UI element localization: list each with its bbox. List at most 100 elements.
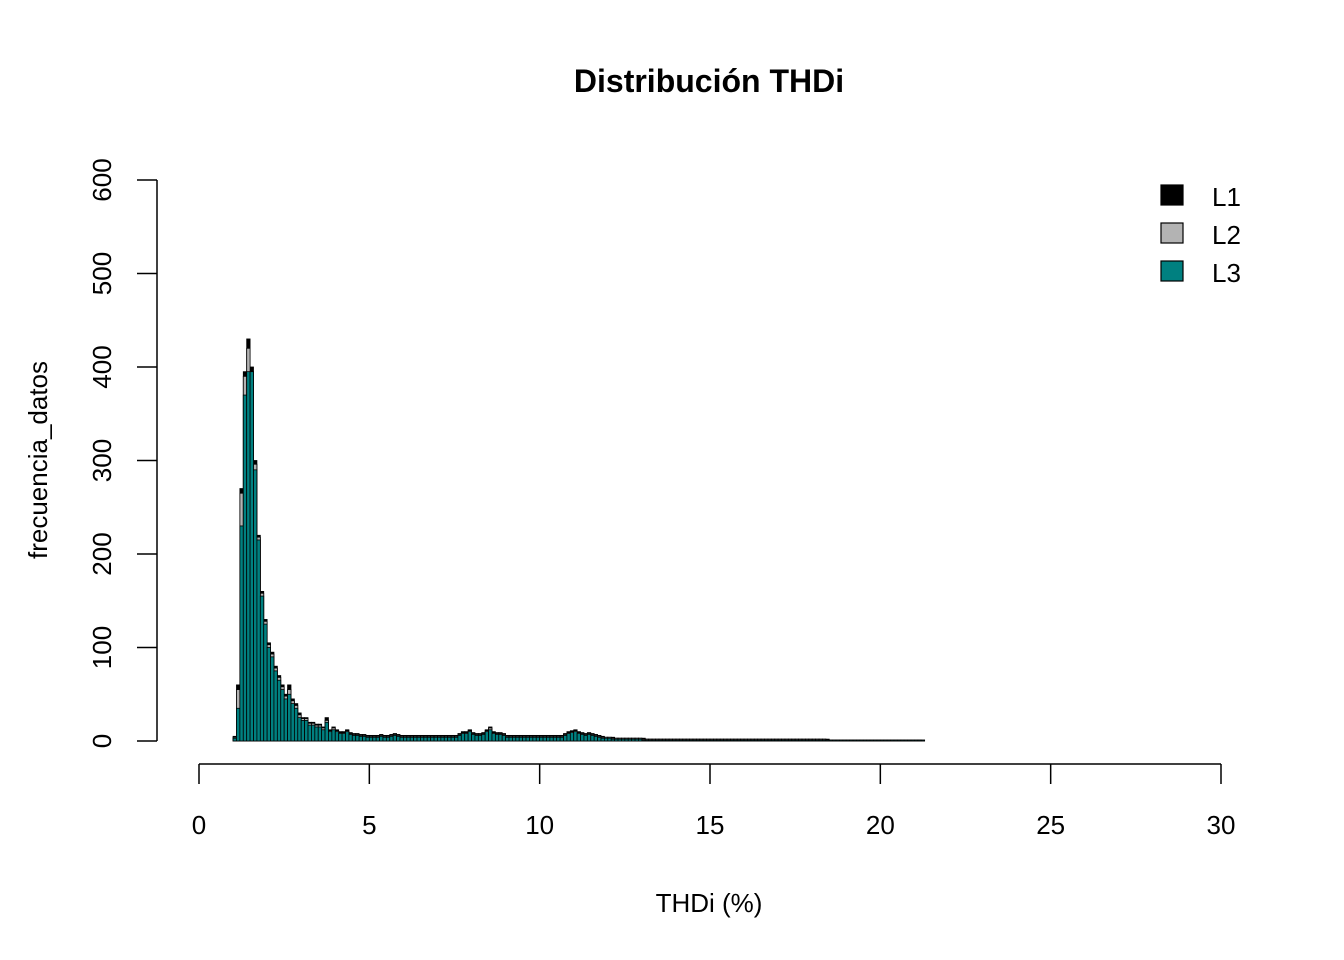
chart-title: Distribución THDi — [574, 63, 844, 99]
bar-l3-190 — [879, 739, 885, 742]
bar-l3-7 — [256, 539, 261, 742]
bar-l3-160 — [777, 739, 782, 742]
y-axis: 0 100 200 300 400 500 600 — [87, 158, 158, 748]
bar-l3-180 — [845, 739, 851, 742]
bar-l3-147 — [733, 739, 738, 742]
x-tick-label: 5 — [362, 810, 376, 840]
bar-l3-137 — [699, 739, 704, 742]
bar-l3-101 — [576, 733, 581, 742]
bar-l3-47 — [392, 734, 397, 742]
bar-l3-80 — [505, 736, 510, 742]
bar-l3-156 — [764, 739, 769, 742]
bar-l3-168 — [804, 739, 810, 742]
bar-l3-43 — [379, 735, 384, 742]
legend-swatch-l1 — [1160, 184, 1184, 206]
bar-l3-45 — [385, 736, 391, 742]
bar-l3-78 — [498, 734, 503, 742]
x-tick-label: 30 — [1207, 810, 1236, 840]
bar-l3-79 — [501, 734, 506, 742]
bar-l3-183 — [856, 739, 861, 742]
x-axis: 0 5 10 15 20 25 30 — [192, 763, 1236, 840]
bar-l3-117 — [631, 738, 636, 742]
bar-l3-49 — [399, 736, 404, 742]
bar-l3-14 — [280, 689, 285, 742]
x-tick-label: 10 — [525, 810, 554, 840]
bar-l3-145 — [726, 739, 731, 742]
bar-l3-179 — [842, 739, 847, 742]
bar-l3-84 — [518, 736, 524, 742]
bar-l3-5 — [249, 371, 254, 742]
bar-l3-64 — [450, 736, 455, 742]
bar-l3-201 — [917, 739, 922, 742]
bar-l3-63 — [447, 736, 452, 742]
bar-l3-42 — [375, 736, 380, 742]
bar-l3-178 — [839, 739, 844, 742]
bar-l3-29 — [331, 729, 336, 742]
bar-l3-112 — [614, 738, 619, 742]
bar-l3-185 — [862, 739, 868, 742]
bar-l3-28 — [328, 731, 333, 742]
bar-l3-107 — [597, 736, 602, 742]
bar-l3-65 — [454, 736, 459, 742]
bar-l3-171 — [815, 739, 820, 742]
bar-l3-130 — [675, 739, 680, 742]
bar-l3-122 — [648, 739, 653, 742]
bar-l3-73 — [481, 734, 486, 742]
bar-l3-169 — [808, 739, 813, 742]
bar-l3-129 — [672, 739, 677, 742]
bar-l3-103 — [583, 734, 588, 742]
bar-l3-102 — [580, 734, 585, 742]
bar-l3-170 — [811, 739, 817, 742]
legend-label-l2: L2 — [1212, 220, 1241, 250]
y-tick-label: 200 — [87, 532, 117, 575]
x-tick-label: 15 — [696, 810, 725, 840]
bar-l3-148 — [736, 739, 742, 742]
legend: L1 L2 L3 — [1160, 182, 1241, 288]
y-tick-label: 100 — [87, 626, 117, 669]
bar-l3-167 — [801, 739, 806, 742]
bar-l3-16 — [287, 693, 292, 742]
y-axis-label: frecuencia_datos — [23, 361, 53, 559]
x-tick-label: 25 — [1036, 810, 1065, 840]
bar-l3-39 — [365, 736, 370, 742]
bar-l3-54 — [416, 736, 421, 742]
bar-l3-175 — [828, 739, 834, 742]
bar-l3-57 — [426, 736, 432, 742]
bar-l3-31 — [338, 733, 343, 742]
bar-l3-153 — [753, 739, 759, 742]
bar-l3-118 — [634, 738, 639, 742]
bar-l3-99 — [569, 732, 575, 742]
bar-l3-26 — [321, 729, 326, 742]
bar-l3-105 — [590, 734, 595, 742]
bar-l3-176 — [832, 739, 837, 742]
bar-l3-132 — [682, 739, 687, 742]
bar-l3-23 — [311, 724, 316, 742]
bar-l3-6 — [253, 469, 258, 742]
bar-l3-184 — [859, 739, 864, 742]
bar-l3-110 — [607, 737, 612, 742]
bar-l3-94 — [552, 736, 558, 742]
bar-l3-141 — [713, 739, 718, 742]
bar-l3-133 — [685, 739, 690, 742]
bar-l3-77 — [494, 734, 500, 742]
bar-l3-111 — [610, 738, 616, 742]
bar-l3-197 — [903, 739, 908, 742]
bar-l3-51 — [406, 736, 411, 742]
bar-l3-115 — [624, 738, 629, 742]
bar-l3-74 — [484, 731, 489, 742]
bar-l3-58 — [430, 736, 435, 742]
bar-l3-59 — [433, 736, 438, 742]
bar-l3-125 — [658, 739, 663, 742]
bars-group — [232, 338, 926, 742]
bar-l3-2 — [239, 525, 244, 742]
bar-l3-27 — [324, 721, 329, 742]
bar-l3-154 — [757, 739, 762, 742]
bar-l3-119 — [638, 738, 643, 742]
bar-l3-50 — [402, 736, 408, 742]
bar-l3-182 — [852, 739, 857, 742]
bar-l3-33 — [345, 731, 350, 742]
bar-l3-124 — [655, 739, 660, 742]
bar-l3-191 — [883, 739, 888, 742]
bar-l3-152 — [750, 739, 755, 742]
y-tick-label: 0 — [87, 734, 117, 748]
